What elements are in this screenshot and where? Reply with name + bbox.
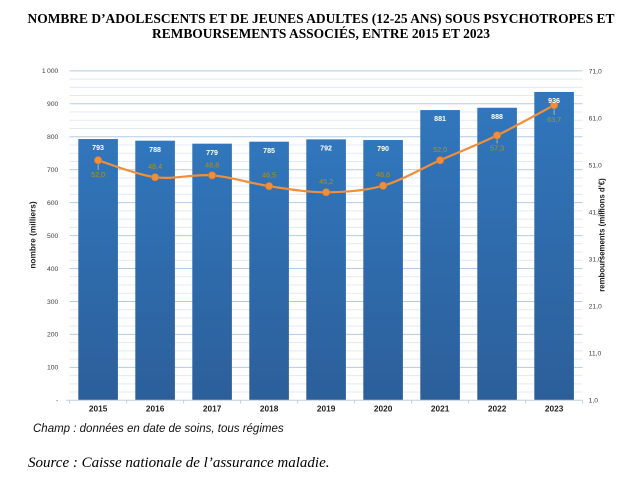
svg-text:936: 936 bbox=[548, 97, 560, 105]
svg-text:31,0: 31,0 bbox=[589, 257, 602, 264]
svg-text:41,0: 41,0 bbox=[589, 209, 602, 216]
svg-text:2015: 2015 bbox=[89, 403, 108, 413]
svg-text:2018: 2018 bbox=[260, 403, 279, 413]
svg-text:788: 788 bbox=[149, 146, 161, 154]
svg-text:500: 500 bbox=[47, 233, 59, 240]
svg-text:-: - bbox=[56, 398, 58, 405]
svg-text:48,4: 48,4 bbox=[148, 162, 162, 171]
svg-text:792: 792 bbox=[320, 144, 332, 152]
svg-text:45,2: 45,2 bbox=[319, 177, 333, 186]
svg-text:2023: 2023 bbox=[545, 403, 564, 413]
svg-text:21,0: 21,0 bbox=[589, 304, 602, 311]
svg-text:46,6: 46,6 bbox=[376, 170, 390, 179]
svg-text:785: 785 bbox=[263, 147, 275, 155]
svg-text:888: 888 bbox=[491, 113, 503, 121]
svg-text:2017: 2017 bbox=[203, 403, 222, 413]
svg-text:2022: 2022 bbox=[488, 403, 507, 413]
svg-text:600: 600 bbox=[47, 200, 59, 207]
svg-text:2016: 2016 bbox=[146, 403, 165, 413]
svg-text:46,5: 46,5 bbox=[262, 171, 276, 180]
svg-text:51,0: 51,0 bbox=[589, 162, 602, 169]
svg-text:790: 790 bbox=[377, 145, 389, 153]
svg-text:nombre (milliers): nombre (milliers) bbox=[28, 201, 38, 269]
svg-text:2021: 2021 bbox=[431, 403, 450, 413]
svg-text:200: 200 bbox=[47, 332, 59, 339]
svg-text:71,0: 71,0 bbox=[589, 68, 602, 75]
svg-text:881: 881 bbox=[434, 115, 446, 123]
svg-text:1,0: 1,0 bbox=[589, 398, 599, 405]
svg-text:63,7: 63,7 bbox=[547, 115, 561, 124]
svg-text:1 000: 1 000 bbox=[42, 68, 59, 75]
svg-text:800: 800 bbox=[47, 134, 59, 141]
svg-text:11,0: 11,0 bbox=[589, 351, 602, 358]
svg-text:61,0: 61,0 bbox=[589, 115, 602, 122]
svg-text:900: 900 bbox=[47, 101, 59, 108]
svg-text:52,0: 52,0 bbox=[91, 170, 105, 179]
svg-text:100: 100 bbox=[47, 365, 59, 372]
svg-text:700: 700 bbox=[47, 167, 59, 174]
svg-text:400: 400 bbox=[47, 266, 59, 273]
svg-text:2019: 2019 bbox=[317, 403, 336, 413]
svg-text:2020: 2020 bbox=[374, 403, 393, 413]
svg-text:779: 779 bbox=[206, 149, 218, 157]
svg-text:300: 300 bbox=[47, 299, 59, 306]
svg-text:57,3: 57,3 bbox=[490, 143, 504, 152]
svg-text:48,8: 48,8 bbox=[205, 161, 219, 170]
svg-text:remboursements (millions d’€): remboursements (millions d’€) bbox=[597, 178, 606, 292]
svg-text:793: 793 bbox=[92, 144, 104, 152]
svg-text:52,0: 52,0 bbox=[433, 145, 447, 154]
